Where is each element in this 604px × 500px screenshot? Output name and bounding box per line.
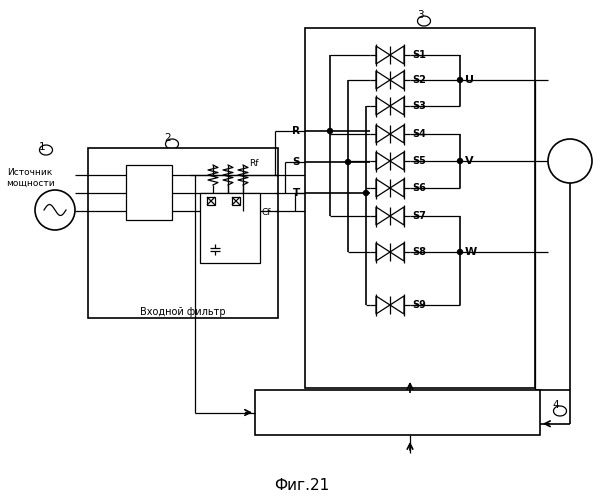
Text: Входной фильтр: Входной фильтр [140,307,226,317]
Text: S8: S8 [412,247,426,257]
Text: Источник
мощности: Источник мощности [5,168,54,188]
Circle shape [345,160,350,164]
Bar [88,148,278,318]
Text: U: U [465,75,474,85]
Circle shape [35,190,75,230]
Text: S7: S7 [412,211,426,221]
Text: W: W [465,247,477,257]
Bar [305,28,535,388]
Text: Cf: Cf [262,208,272,217]
Bar [207,197,215,205]
Circle shape [548,139,592,183]
Text: S4: S4 [412,129,426,139]
Text: S: S [292,157,300,167]
Text: 1: 1 [39,142,45,152]
Circle shape [364,190,368,196]
Circle shape [457,78,463,82]
Text: S6: S6 [412,183,426,193]
Text: T: T [293,188,300,198]
Text: S2: S2 [412,75,426,85]
Text: S5: S5 [412,156,426,166]
Text: Нагрузка: Нагрузка [548,156,592,166]
Bar [232,197,240,205]
Text: 2: 2 [165,133,172,143]
Text: R: R [292,126,300,136]
Text: 4: 4 [553,400,559,410]
Text: Фиг.21: Фиг.21 [274,478,330,494]
Text: S9: S9 [412,300,426,310]
Text: V: V [465,156,474,166]
Circle shape [457,250,463,254]
Text: S1: S1 [412,50,426,60]
Text: Rf: Rf [249,158,259,168]
Bar [200,193,260,263]
Circle shape [457,158,463,164]
Text: S3: S3 [412,101,426,111]
Bar [255,390,540,435]
Text: 3: 3 [417,10,423,20]
Bar [126,165,172,220]
Circle shape [327,128,332,134]
